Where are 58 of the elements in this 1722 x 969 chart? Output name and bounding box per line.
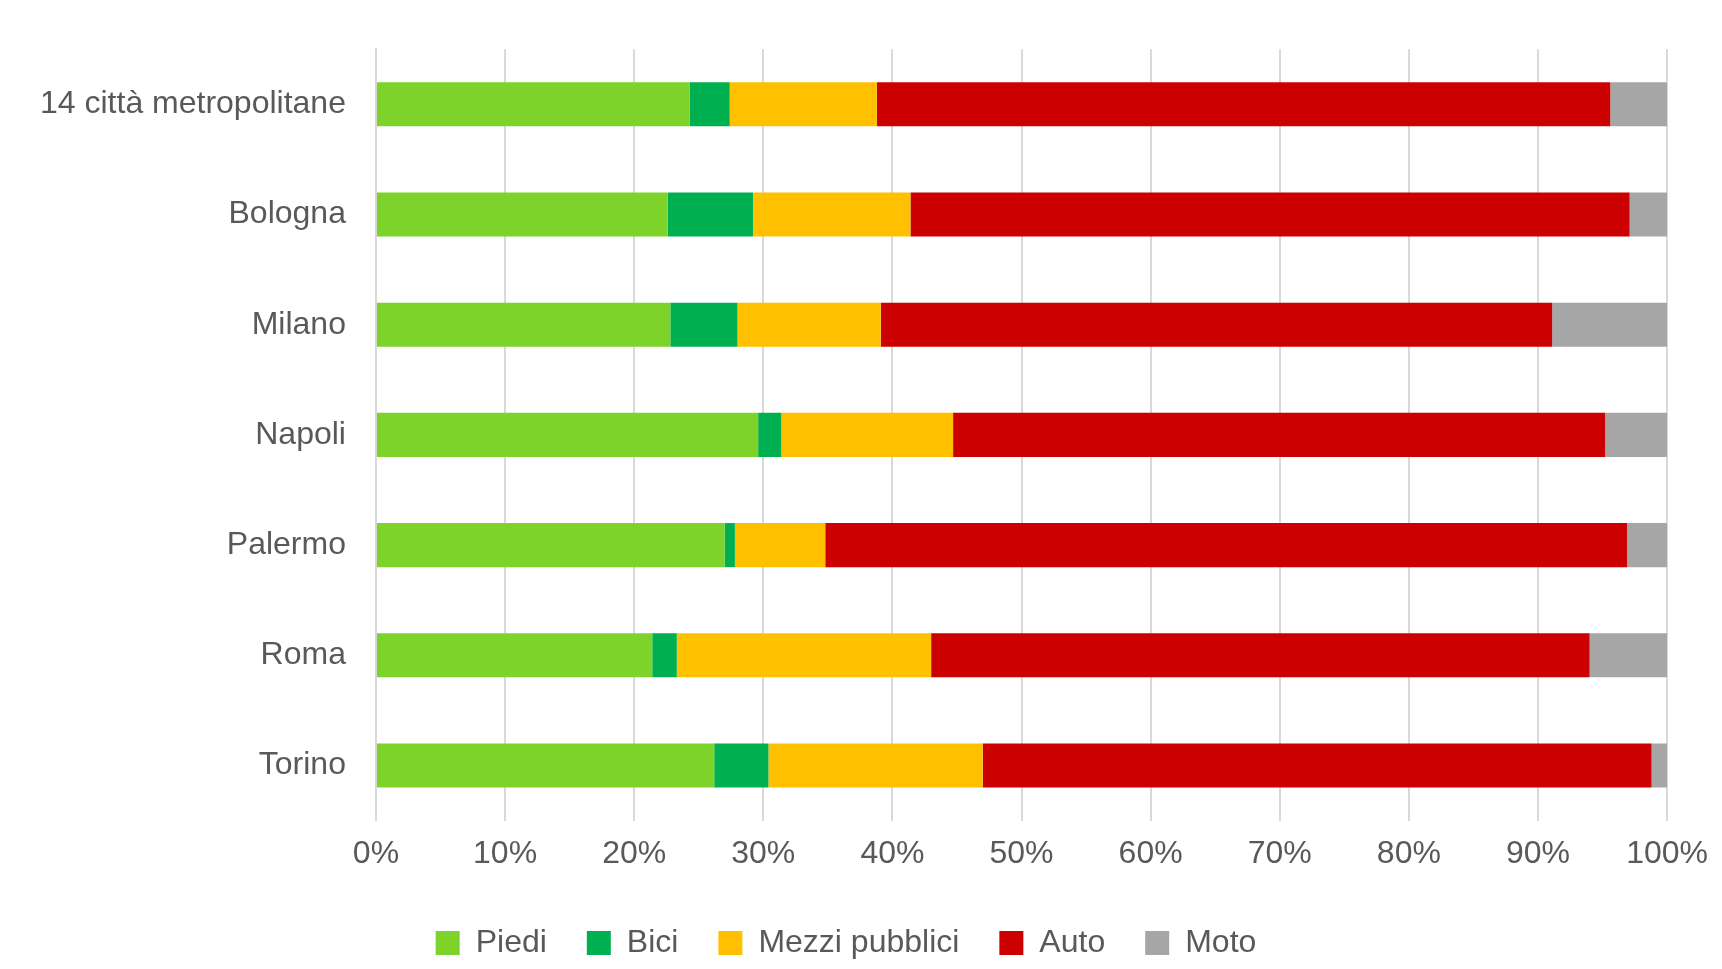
bar <box>376 633 653 678</box>
bar <box>910 192 1630 237</box>
x-tick-label: 10% <box>473 833 538 870</box>
y-tick-label: Torino <box>258 745 346 782</box>
x-tick-label: 20% <box>602 833 667 870</box>
bar <box>1589 633 1668 678</box>
bar <box>724 523 735 568</box>
x-tick-label: 40% <box>860 833 925 870</box>
bar <box>376 192 668 237</box>
bar <box>714 743 769 788</box>
bar <box>676 633 932 678</box>
bar <box>376 82 690 127</box>
bar <box>825 523 1628 568</box>
x-tick-label: 50% <box>989 833 1054 870</box>
legend-label: Bici <box>626 922 679 959</box>
y-tick-label: 14 città metropolitane <box>40 84 346 121</box>
bar <box>1610 82 1668 127</box>
x-tick-label: 100% <box>1626 833 1708 870</box>
x-tick-label: 0% <box>352 833 400 870</box>
y-tick-label: Palermo <box>226 524 346 561</box>
legend-label: Moto <box>1185 922 1257 959</box>
bar <box>376 743 715 788</box>
x-tick-label: 60% <box>1118 833 1183 870</box>
bar <box>376 412 759 457</box>
bar <box>758 412 782 457</box>
bar <box>931 633 1590 678</box>
y-tick-label: Roma <box>260 635 347 672</box>
x-tick-label: 30% <box>731 833 796 870</box>
bar <box>1627 523 1668 568</box>
bar <box>1629 192 1668 237</box>
x-tick-label: 80% <box>1376 833 1441 870</box>
bar <box>652 633 677 678</box>
legend-label: Mezzi pubblici <box>758 922 960 959</box>
bar <box>737 302 881 347</box>
bar <box>880 302 1553 347</box>
bar <box>876 82 1611 127</box>
bar <box>752 192 911 237</box>
bar <box>376 523 725 568</box>
bar <box>1552 302 1668 347</box>
legend-label: Auto <box>1039 922 1106 959</box>
bar <box>729 82 877 127</box>
y-tick-label: Milano <box>251 304 346 341</box>
bar <box>953 412 1606 457</box>
y-tick-label: Napoli <box>255 414 346 451</box>
bar <box>781 412 954 457</box>
x-tick-label: 90% <box>1505 833 1570 870</box>
bar <box>670 302 738 347</box>
bar <box>667 192 753 237</box>
legend-label: Piedi <box>475 922 547 959</box>
bar <box>982 743 1652 788</box>
x-tick-label: 70% <box>1247 833 1312 870</box>
bar <box>689 82 730 127</box>
bar <box>734 523 826 568</box>
bar <box>1651 743 1668 788</box>
y-tick-label: Bologna <box>228 194 347 231</box>
bar <box>1605 412 1668 457</box>
bar <box>376 302 671 347</box>
bar <box>768 743 983 788</box>
